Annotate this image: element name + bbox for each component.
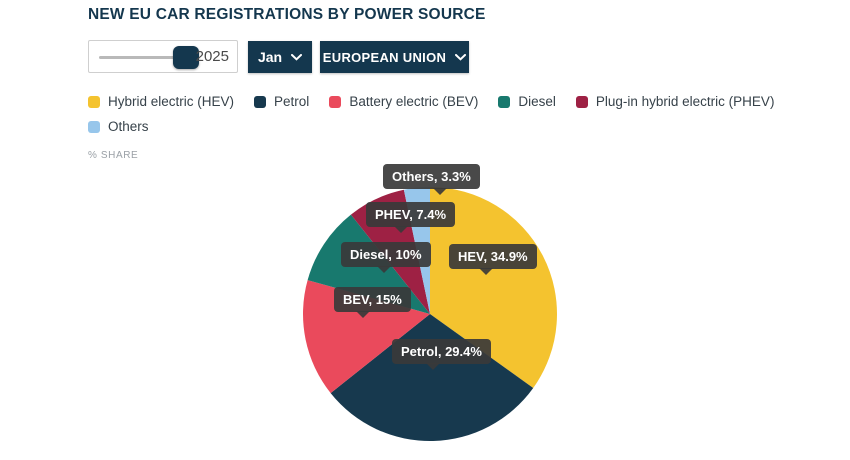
legend-item-petrol[interactable]: Petrol bbox=[254, 94, 309, 109]
legend-item-bev[interactable]: Battery electric (BEV) bbox=[329, 94, 478, 109]
pie-label-others-text: Others, 3.3% bbox=[392, 169, 471, 184]
pie-label-bev-text: BEV, 15% bbox=[343, 292, 402, 307]
chevron-down-icon bbox=[291, 53, 303, 61]
pie-label-pointer bbox=[426, 363, 440, 370]
pie-label-diesel: Diesel, 10% bbox=[341, 242, 431, 273]
year-slider-track[interactable] bbox=[99, 56, 191, 59]
pie-label-bev: BEV, 15% bbox=[334, 287, 411, 318]
legend-item-phev[interactable]: Plug-in hybrid electric (PHEV) bbox=[575, 94, 775, 109]
legend-label-others: Others bbox=[108, 119, 149, 134]
pie-label-pointer bbox=[479, 268, 493, 275]
page-title: NEW EU CAR REGISTRATIONS BY POWER SOURCE bbox=[88, 6, 486, 23]
year-slider-value: 2025 bbox=[195, 48, 229, 65]
pie-label-pointer bbox=[356, 311, 370, 318]
legend-swatch-phev bbox=[575, 95, 588, 108]
legend-label-diesel: Diesel bbox=[518, 94, 556, 109]
legend: Hybrid electric (HEV) Petrol Battery elect… bbox=[88, 94, 778, 134]
legend-swatch-bev bbox=[329, 95, 342, 108]
pie-label-pointer bbox=[433, 188, 447, 195]
y-axis-note: % SHARE bbox=[88, 150, 139, 161]
legend-label-hev: Hybrid electric (HEV) bbox=[108, 94, 235, 109]
month-dropdown[interactable]: Jan bbox=[248, 41, 312, 73]
legend-label-petrol: Petrol bbox=[274, 94, 310, 109]
pie-label-petrol: Petrol, 29.4% bbox=[392, 339, 491, 370]
pie-label-phev-text: PHEV, 7.4% bbox=[375, 207, 447, 222]
year-slider-handle[interactable] bbox=[173, 46, 199, 69]
month-dropdown-label: Jan bbox=[257, 49, 283, 65]
pie-label-phev: PHEV, 7.4% bbox=[366, 202, 456, 233]
legend-swatch-others bbox=[88, 120, 100, 133]
region-dropdown-label: EUROPEAN UNION bbox=[322, 49, 447, 65]
legend-swatch-diesel bbox=[498, 95, 511, 108]
pie-slice-petrol[interactable] bbox=[330, 314, 534, 441]
legend-swatch-hev bbox=[88, 95, 100, 108]
year-slider: 2025 bbox=[88, 40, 238, 73]
legend-label-bev: Battery electric (BEV) bbox=[349, 94, 479, 109]
pie-label-others: Others, 3.3% bbox=[383, 164, 480, 195]
pie-label-hev: HEV, 34.9% bbox=[449, 244, 537, 275]
pie-label-petrol-text: Petrol, 29.4% bbox=[401, 344, 482, 359]
legend-item-diesel[interactable]: Diesel bbox=[498, 94, 556, 109]
legend-item-others[interactable]: Others bbox=[88, 119, 149, 134]
legend-swatch-petrol bbox=[254, 95, 267, 108]
region-dropdown[interactable]: EUROPEAN UNION bbox=[320, 41, 469, 73]
legend-label-phev: Plug-in hybrid electric (PHEV) bbox=[595, 94, 775, 109]
pie-label-pointer bbox=[377, 266, 391, 273]
pie-label-pointer bbox=[394, 226, 408, 233]
pie-slice-hev[interactable] bbox=[430, 187, 557, 388]
pie-label-hev-text: HEV, 34.9% bbox=[458, 249, 528, 264]
legend-item-hev[interactable]: Hybrid electric (HEV) bbox=[88, 94, 234, 109]
pie-label-diesel-text: Diesel, 10% bbox=[350, 247, 422, 262]
chevron-down-icon bbox=[455, 53, 467, 61]
